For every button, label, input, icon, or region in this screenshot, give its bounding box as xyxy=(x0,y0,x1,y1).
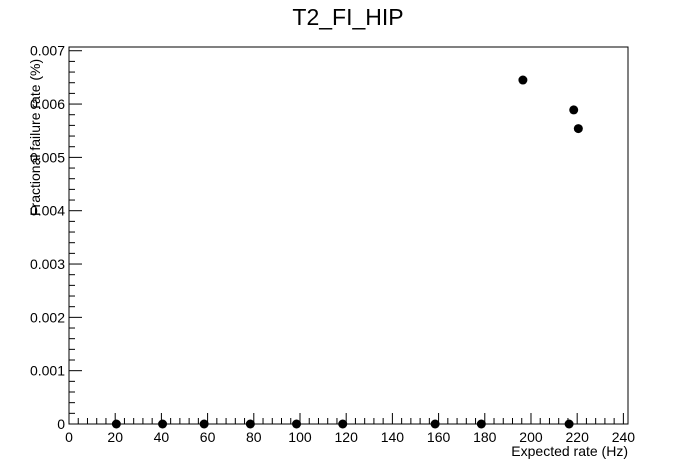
plot-frame xyxy=(68,46,629,425)
y-axis: 0 0.001 0.002 0.003 0.004 0.005 0.006 0.007 xyxy=(30,43,82,432)
x-tick-label: 20 xyxy=(107,429,123,445)
chart-title: T2_FI_HIP xyxy=(292,4,404,30)
data-point xyxy=(476,419,486,429)
y-axis-label: Fractional failure rate (%) xyxy=(27,58,43,216)
x-tick-label: 220 xyxy=(566,429,590,445)
x-tick-label: 200 xyxy=(519,429,543,445)
data-point xyxy=(338,419,348,429)
y-tick-label: 0.005 xyxy=(30,149,65,165)
data-point xyxy=(564,419,574,429)
x-tick-label: 160 xyxy=(427,429,451,445)
x-tick-label: 120 xyxy=(335,429,359,445)
y-tick-label: 0.007 xyxy=(30,43,65,59)
x-tick-label: 0 xyxy=(65,429,73,445)
x-axis: 0 20 40 60 80 100 120 140 160 180 200 220 240 xyxy=(65,413,635,445)
data-point xyxy=(245,419,255,429)
y-tick-label: 0.002 xyxy=(30,309,65,325)
y-tick-label: 0.003 xyxy=(30,256,65,272)
x-tick-label: 140 xyxy=(381,429,405,445)
y-tick-label: 0.006 xyxy=(30,96,65,112)
y-tick-label: 0.001 xyxy=(30,363,65,379)
x-tick-label: 40 xyxy=(154,429,170,445)
data-point xyxy=(158,419,168,429)
data-point xyxy=(430,419,440,429)
data-point xyxy=(199,419,209,429)
x-axis-label: Expected rate (Hz) xyxy=(511,443,628,459)
x-tick-label: 100 xyxy=(288,429,312,445)
x-tick-label: 240 xyxy=(612,429,636,445)
data-points xyxy=(111,75,583,429)
y-tick-label: 0.004 xyxy=(30,203,65,219)
data-point xyxy=(569,105,579,115)
x-tick-label: 60 xyxy=(200,429,216,445)
x-tick-label: 80 xyxy=(246,429,262,445)
data-point xyxy=(292,419,302,429)
x-tick-label: 180 xyxy=(473,429,497,445)
data-point xyxy=(518,75,528,85)
data-point xyxy=(573,124,583,134)
data-point xyxy=(111,419,121,429)
y-tick-label: 0 xyxy=(57,416,65,432)
